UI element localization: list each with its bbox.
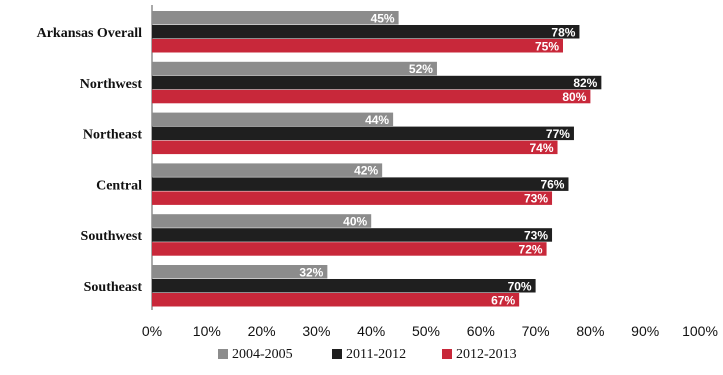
data-label-arkansas-overall-2012-2013: 75%: [535, 39, 559, 53]
legend-label-2011-2012: 2011-2012: [346, 347, 406, 362]
x-tick-label-7: 70%: [522, 323, 550, 339]
data-label-southwest-2012-2013: 72%: [519, 242, 543, 256]
bar-southwest-2012-2013: [152, 242, 547, 256]
bar-southwest-2004-2005: [152, 214, 372, 228]
legend-label-2004-2005: 2004-2005: [232, 347, 293, 362]
category-label-central: Central: [96, 178, 142, 193]
category-label-southeast: Southeast: [84, 280, 143, 295]
data-label-central-2004-2005: 42%: [354, 164, 378, 178]
bar-southeast-2004-2005: [152, 265, 328, 279]
x-tick-label-4: 40%: [357, 323, 385, 339]
bar-arkansas-overall-2011-2012: [152, 25, 580, 39]
bar-southeast-2012-2013: [152, 293, 520, 307]
x-tick-label-9: 90%: [631, 323, 659, 339]
legend-swatch-2011-2012: [332, 349, 342, 359]
x-tick-label-6: 60%: [467, 323, 495, 339]
data-label-arkansas-overall-2004-2005: 45%: [371, 11, 395, 25]
bar-central-2012-2013: [152, 191, 553, 205]
category-label-arkansas-overall: Arkansas Overall: [37, 26, 143, 41]
data-label-northeast-2011-2012: 77%: [546, 127, 570, 141]
legend-label-2012-2013: 2012-2013: [456, 347, 517, 362]
bar-northwest-2004-2005: [152, 61, 437, 76]
data-label-northwest-2004-2005: 52%: [409, 62, 433, 76]
x-tick-label-1: 10%: [193, 323, 221, 339]
bar-northeast-2011-2012: [152, 126, 574, 141]
data-label-southeast-2011-2012: 70%: [508, 279, 532, 293]
data-label-southeast-2012-2013: 67%: [491, 293, 515, 307]
bar-northeast-2004-2005: [152, 112, 394, 127]
bar-southwest-2011-2012: [152, 228, 553, 242]
data-label-southwest-2004-2005: 40%: [343, 214, 367, 228]
legend-swatch-2004-2005: [218, 349, 228, 359]
bar-central-2011-2012: [152, 177, 569, 191]
bar-arkansas-overall-2012-2013: [152, 39, 563, 53]
data-label-southwest-2011-2012: 73%: [524, 228, 548, 242]
category-label-northeast: Northeast: [83, 128, 142, 143]
data-label-central-2012-2013: 73%: [524, 192, 548, 206]
bar-northwest-2012-2013: [152, 89, 591, 104]
data-label-northwest-2012-2013: 80%: [562, 90, 586, 104]
bar-southeast-2011-2012: [152, 279, 536, 293]
data-label-northeast-2012-2013: 74%: [529, 141, 553, 155]
data-label-central-2011-2012: 76%: [540, 178, 564, 192]
category-label-southwest: Southwest: [81, 229, 143, 244]
x-tick-label-2: 20%: [248, 323, 276, 339]
bar-northwest-2011-2012: [152, 75, 602, 90]
x-tick-label-10: 100%: [682, 323, 718, 339]
bar-northeast-2012-2013: [152, 140, 558, 155]
x-tick-label-3: 30%: [302, 323, 330, 339]
category-label-northwest: Northwest: [80, 77, 143, 92]
data-label-arkansas-overall-2011-2012: 78%: [551, 25, 575, 39]
x-tick-label-5: 50%: [412, 323, 440, 339]
x-tick-label-8: 80%: [576, 323, 604, 339]
x-tick-label-0: 0%: [142, 323, 162, 339]
legend-swatch-2012-2013: [442, 349, 452, 359]
data-label-northwest-2011-2012: 82%: [573, 76, 597, 90]
data-label-southeast-2004-2005: 32%: [299, 265, 323, 279]
bar-central-2004-2005: [152, 163, 383, 177]
bar-arkansas-overall-2004-2005: [152, 11, 399, 25]
data-label-northeast-2004-2005: 44%: [365, 113, 389, 127]
